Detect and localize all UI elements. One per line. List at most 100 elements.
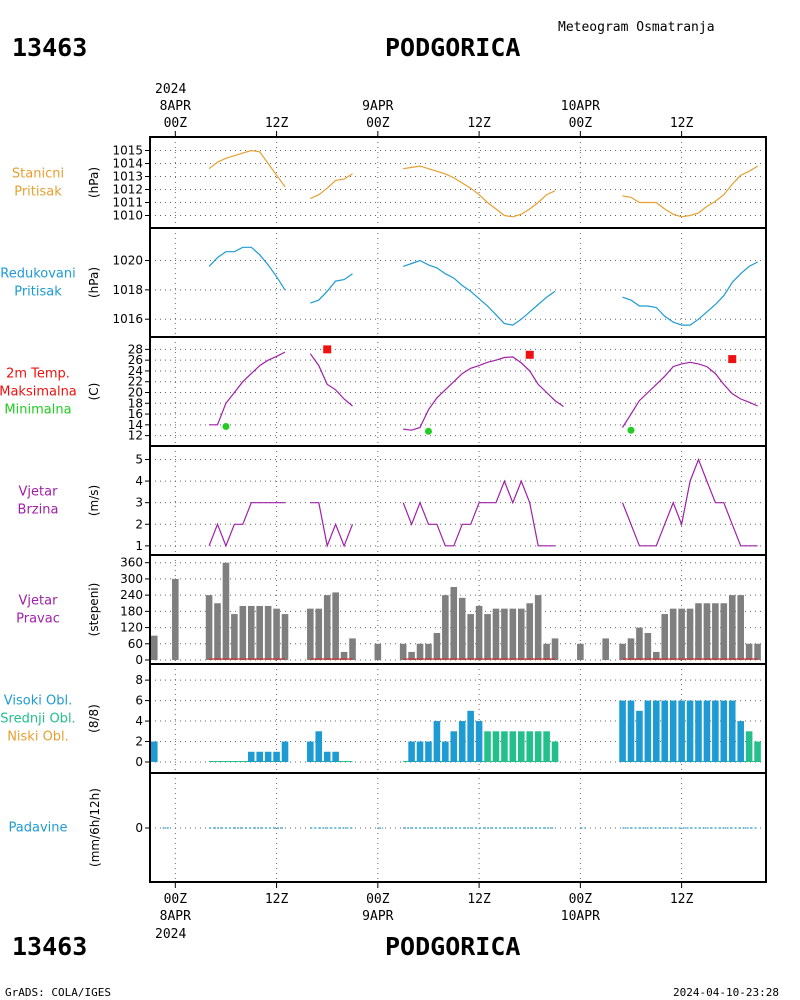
direction-bar (543, 643, 550, 660)
high-cloud-bar (408, 741, 415, 762)
direction-bar (264, 605, 272, 660)
panel-frame (149, 336, 767, 447)
direction-bar (467, 614, 474, 660)
tmin-marker (627, 426, 635, 434)
high-cloud-bar (332, 751, 339, 762)
direction-bar (222, 562, 230, 660)
direction-bar (442, 595, 449, 660)
direction-bar (636, 627, 643, 660)
panel-wind_direction: 0 60 120 180 240 300 360 (stepeni) Vjetar Pravac (16, 554, 767, 667)
x-tick-label-bottom: 12Z (467, 892, 491, 907)
y-tick-label: 4 (135, 714, 143, 728)
y-tick-label: 1018 (112, 283, 143, 297)
direction-bar (669, 608, 677, 660)
year-top: 2024 (155, 82, 186, 97)
high-cloud-bar (653, 700, 660, 762)
high-cloud-bar (442, 741, 449, 762)
direction-bar (619, 643, 626, 660)
direction-bar (644, 632, 652, 660)
mid-cloud-bar (745, 731, 753, 762)
direction-bar (728, 595, 736, 660)
x-date-label-bottom: 10APR (561, 909, 600, 924)
y-tick-label: 1010 (112, 209, 143, 223)
direction-bar (239, 605, 247, 660)
high-cloud-bar (678, 700, 685, 762)
direction-bar (450, 587, 458, 660)
series-line (403, 259, 556, 326)
y-tick-label: 0 (135, 755, 143, 769)
direction-bar (551, 638, 559, 660)
y-tick-label: 14 (128, 418, 143, 432)
panel-title-line: 2m Temp. (6, 367, 70, 382)
series-line (403, 356, 564, 431)
panel-precipitation: 0 (mm/6h/12h) Padavine (9, 772, 767, 883)
direction-bar (661, 614, 669, 660)
panel-title-line: Srednji Obl. (0, 712, 75, 727)
y-tick-label: 120 (120, 621, 143, 635)
high-cloud-bar (281, 741, 289, 762)
x-date-label-top: 10APR (561, 99, 600, 114)
series-line (403, 165, 556, 218)
direction-bar (678, 608, 685, 660)
direction-bar (231, 614, 238, 660)
y-tick-label: 20 (128, 386, 143, 400)
high-cloud-bar (737, 721, 744, 762)
footer-timestamp: 2024-04-10-23:28 (673, 986, 779, 999)
direction-bar (349, 638, 356, 660)
direction-bar (323, 595, 331, 660)
direction-bar (686, 608, 694, 660)
footer-credit: GrADS: COLA/IGES (5, 986, 111, 999)
panel-title-line: Minimalna (4, 403, 71, 418)
direction-bar (534, 595, 542, 660)
series-line (209, 351, 286, 426)
high-cloud-bar (416, 741, 424, 762)
direction-bar (399, 643, 407, 660)
y-tick-label: 240 (120, 588, 143, 602)
panel-title-line: Brzina (18, 503, 59, 518)
x-tick-label-top: 12Z (670, 116, 694, 131)
direction-bar (151, 635, 158, 660)
tmax-marker (323, 345, 332, 354)
direction-bar (374, 643, 382, 660)
y-tick-label: 0 (135, 821, 143, 835)
y-tick-label: 18 (128, 396, 143, 410)
y-tick-label: 16 (128, 407, 143, 421)
series-line (622, 165, 758, 218)
high-cloud-bar (619, 700, 626, 762)
mid-cloud-bar (551, 741, 559, 762)
y-axis-label: (mm/6h/12h) (88, 788, 102, 867)
y-axis-label: (hPa) (87, 267, 101, 298)
direction-bar (745, 643, 753, 660)
direction-bar (416, 643, 424, 660)
direction-bar (433, 632, 441, 660)
direction-bar (720, 603, 728, 660)
y-tick-label: 1016 (112, 312, 143, 326)
y-tick-label: 6 (135, 694, 143, 708)
x-tick-label-bottom: 12Z (670, 892, 694, 907)
y-tick-label: 1020 (112, 254, 143, 268)
x-tick-label-top: 00Z (569, 116, 593, 131)
high-cloud-bar (315, 731, 323, 762)
direction-bar (205, 595, 213, 660)
mid-cloud-bar (492, 731, 500, 762)
y-tick-label: 4 (135, 474, 143, 488)
y-tick-label: 1012 (112, 183, 143, 197)
y-axis-label: (hPa) (87, 167, 101, 198)
direction-bar (273, 608, 280, 660)
direction-bar (509, 608, 517, 660)
direction-bar (577, 643, 584, 660)
panel-title-line: Vjetar (19, 485, 59, 500)
y-axis-label: (C) (87, 383, 101, 401)
direction-bar (425, 643, 432, 660)
meteogram-panels: 101010111012101310141015(hPa)StanicniPri… (0, 136, 767, 883)
panel-sea_level_pressure: 1016 1018 1020 (hPa) Redukovani Pritisak (0, 227, 767, 338)
y-tick-label: 24 (128, 364, 143, 378)
direction-bar (214, 603, 221, 660)
high-cloud-bar (323, 751, 331, 762)
mid-cloud-bar (509, 731, 517, 762)
y-tick-label: 1 (135, 539, 143, 553)
y-tick-label: 1015 (112, 144, 143, 158)
direction-bar (458, 597, 466, 660)
